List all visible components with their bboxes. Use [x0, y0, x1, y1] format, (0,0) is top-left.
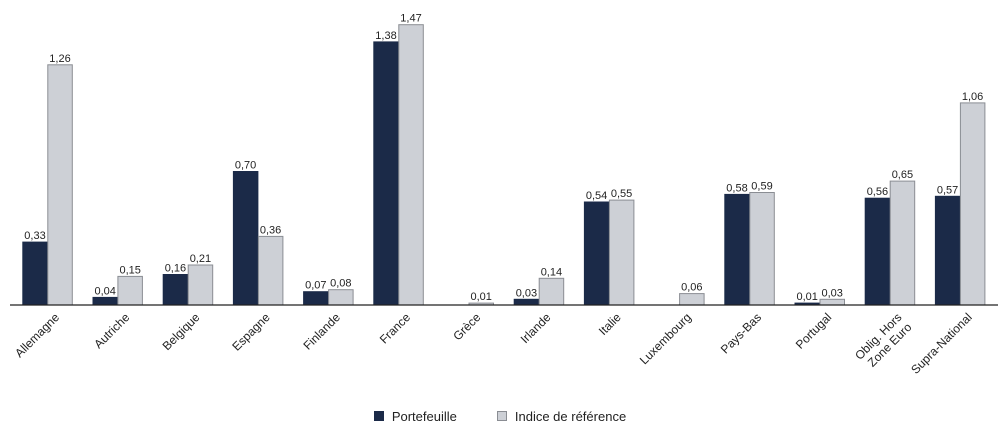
- x-tick-label-8: Italie: [596, 310, 624, 338]
- x-tick-label-1: Autriche: [91, 310, 132, 351]
- value-label-portefeuille-4: 0,07: [305, 280, 326, 292]
- legend-label-portefeuille: Portefeuille: [391, 408, 457, 424]
- value-label-portefeuille-0: 0,33: [24, 230, 45, 242]
- bar-indice-10: [749, 192, 775, 306]
- x-tick-label-11: Portugal: [793, 310, 835, 352]
- value-label-portefeuille-12: 0,56: [867, 186, 888, 198]
- value-label-indice-0: 1,26: [49, 53, 70, 65]
- value-label-indice-4: 0,08: [330, 278, 351, 290]
- value-label-indice-12: 0,65: [892, 169, 913, 181]
- x-tick-label-12: Oblig. HorsZone Euro: [852, 310, 914, 372]
- value-label-indice-5: 1,47: [400, 13, 421, 25]
- x-tick-label-9: Luxembourg: [637, 310, 694, 367]
- legend-swatch-portefeuille: [373, 411, 384, 421]
- bar-portefeuille-0: [22, 241, 48, 306]
- value-label-indice-2: 0,21: [190, 253, 211, 265]
- value-label-portefeuille-11: 0,01: [796, 291, 817, 303]
- x-tick-label-6: Grèce: [450, 310, 483, 343]
- bar-portefeuille-4: [303, 291, 329, 306]
- x-tick-label-2: Belgique: [160, 310, 203, 353]
- value-label-portefeuille-3: 0,70: [235, 160, 256, 172]
- x-tick-label-10: Pays-Bas: [718, 310, 764, 356]
- bar-indice-11: [819, 298, 845, 306]
- value-label-indice-9: 0,06: [681, 282, 702, 294]
- bar-indice-4: [328, 289, 354, 306]
- value-label-portefeuille-7: 0,03: [516, 287, 537, 299]
- bar-indice-7: [538, 277, 565, 306]
- value-label-indice-3: 0,36: [260, 224, 281, 236]
- x-tick-label-4: Finlande: [300, 310, 343, 353]
- bar-indice-8: [608, 199, 635, 306]
- value-label-indice-8: 0,55: [611, 188, 632, 200]
- bar-portefeuille-13: [934, 195, 961, 306]
- value-label-indice-10: 0,59: [751, 181, 772, 193]
- x-tick-label-13: Supra-National: [908, 310, 975, 377]
- value-label-portefeuille-1: 0,04: [94, 285, 115, 297]
- legend: Portefeuille Indice de référence: [0, 404, 1000, 428]
- bar-indice-12: [889, 180, 916, 306]
- value-label-portefeuille-2: 0,16: [165, 263, 186, 275]
- legend-item-indice: Indice de référence: [496, 408, 627, 424]
- x-tick-label-7: Irlande: [518, 310, 554, 346]
- bar-indice-2: [187, 264, 214, 306]
- bar-indice-13: [959, 102, 986, 306]
- value-label-portefeuille-5: 1,38: [375, 30, 396, 42]
- bar-portefeuille-5: [373, 41, 399, 306]
- legend-swatch-indice: [496, 411, 507, 421]
- bar-indice-9: [679, 293, 705, 306]
- x-tick-label-0: Allemagne: [12, 310, 62, 360]
- legend-item-portefeuille: Portefeuille: [373, 408, 457, 424]
- bar-portefeuille-7: [513, 298, 540, 306]
- bar-portefeuille-1: [92, 296, 118, 306]
- legend-label-indice: Indice de référence: [514, 408, 627, 424]
- value-label-indice-7: 0,14: [541, 266, 562, 278]
- bar-portefeuille-10: [724, 193, 750, 306]
- bar-indice-1: [117, 275, 143, 306]
- x-tick-label-5: France: [377, 310, 414, 347]
- value-label-indice-13: 1,06: [962, 91, 983, 103]
- bar-portefeuille-2: [162, 274, 189, 306]
- bar-indice-3: [257, 235, 284, 306]
- value-label-portefeuille-10: 0,58: [726, 182, 747, 194]
- bar-portefeuille-12: [864, 197, 891, 306]
- value-label-indice-11: 0,03: [821, 287, 842, 299]
- bar-portefeuille-3: [232, 171, 259, 306]
- value-label-indice-1: 0,15: [119, 264, 140, 276]
- bar-indice-0: [47, 64, 73, 306]
- x-tick-label-3: Espagne: [229, 310, 273, 354]
- value-label-portefeuille-8: 0,54: [586, 190, 607, 202]
- value-label-portefeuille-13: 0,57: [937, 184, 958, 196]
- bar-portefeuille-8: [583, 201, 610, 306]
- bar-indice-5: [398, 24, 424, 306]
- value-label-indice-6: 0,01: [470, 291, 491, 303]
